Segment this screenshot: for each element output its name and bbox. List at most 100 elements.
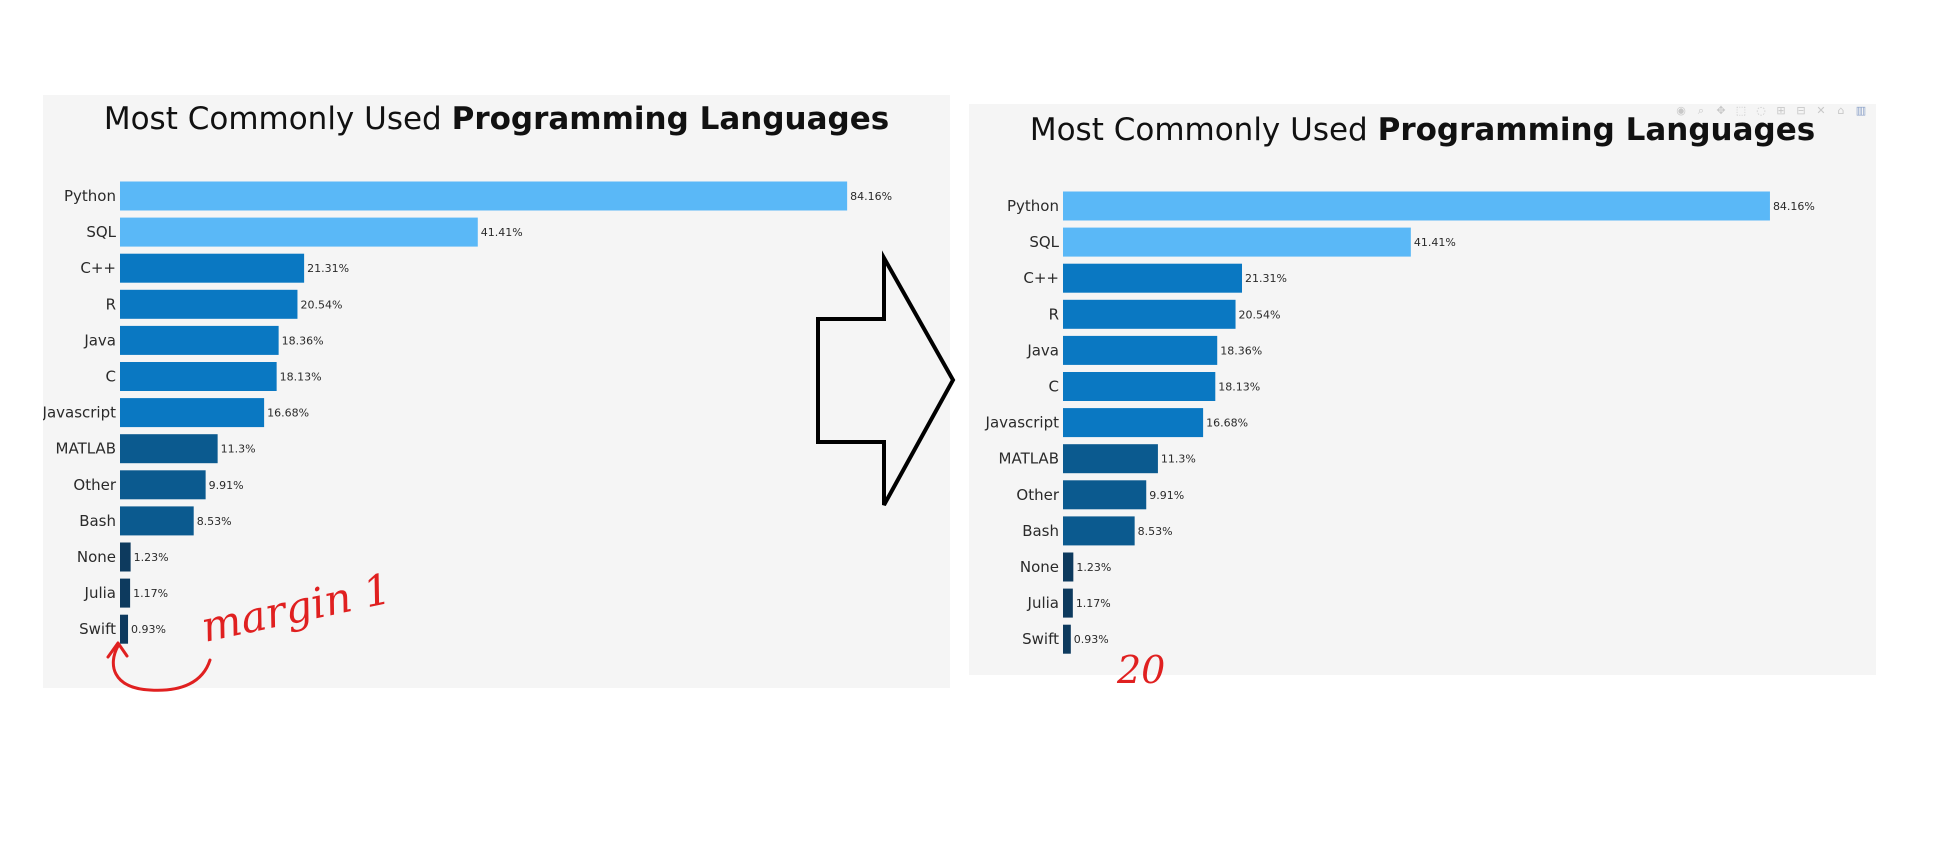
annotation-20-text: 20 xyxy=(1116,648,1165,692)
bar-value-label: 84.16% xyxy=(1773,200,1815,213)
y-tick-label: SQL xyxy=(1029,233,1059,251)
y-tick-label: Java xyxy=(1026,341,1059,359)
y-tick-label: C xyxy=(1049,378,1059,396)
bar-value-label: 9.91% xyxy=(1149,489,1184,502)
modebar: ◉ ⌕ ✥ ⬚ ◌ ⊞ ⊟ ✕ ⌂ ▥ xyxy=(1674,104,1868,118)
y-tick-label: Bash xyxy=(1022,522,1059,540)
y-tick-label: SQL xyxy=(86,223,116,241)
bar-cplus[interactable] xyxy=(120,253,305,283)
zoom-in-icon[interactable]: ⊞ xyxy=(1776,104,1786,117)
y-tick-label: Julia xyxy=(1027,594,1059,612)
bar-none[interactable] xyxy=(120,542,131,572)
y-tick-label: R xyxy=(106,295,116,313)
bar-value-label: 11.3% xyxy=(221,443,256,456)
bar-value-label: 16.68% xyxy=(1206,417,1248,430)
bar-value-label: 21.31% xyxy=(307,262,349,275)
bar-value-label: 18.36% xyxy=(1220,344,1262,357)
bar-bash[interactable] xyxy=(120,506,194,536)
y-tick-label: C++ xyxy=(1023,269,1059,287)
y-tick-label: Other xyxy=(1016,486,1059,504)
autoscale-icon[interactable]: ✕ xyxy=(1816,104,1826,117)
lasso-icon[interactable]: ◌ xyxy=(1756,104,1766,117)
bar-value-label: 41.41% xyxy=(1414,236,1456,249)
bar-javascript[interactable] xyxy=(1063,408,1204,438)
plotly-logo-icon[interactable]: ▥ xyxy=(1855,104,1867,117)
bar-java[interactable] xyxy=(1063,335,1218,365)
bar-r[interactable] xyxy=(1063,299,1236,329)
bar-javascript[interactable] xyxy=(120,398,265,428)
bar-matlab[interactable] xyxy=(1063,444,1158,474)
bar-value-label: 84.16% xyxy=(850,190,892,203)
bar-value-label: 8.53% xyxy=(197,515,232,528)
bar-none[interactable] xyxy=(1063,552,1074,582)
annotation-margin-text: margin 1 xyxy=(197,564,395,652)
bar-bash[interactable] xyxy=(1063,516,1135,546)
bar-python[interactable] xyxy=(120,181,848,211)
pan-icon[interactable]: ✥ xyxy=(1716,104,1726,117)
select-icon[interactable]: ⬚ xyxy=(1735,104,1747,117)
bar-cplus[interactable] xyxy=(1063,263,1243,293)
home-icon[interactable]: ⌂ xyxy=(1837,104,1845,117)
bar-value-label: 1.23% xyxy=(1076,561,1111,574)
bar-value-label: 1.17% xyxy=(1076,597,1111,610)
bar-sql[interactable] xyxy=(1063,227,1411,257)
camera-icon[interactable]: ◉ xyxy=(1676,104,1686,117)
bar-value-label: 9.91% xyxy=(209,479,244,492)
bar-value-label: 0.93% xyxy=(1074,633,1109,646)
y-tick-label: Julia xyxy=(84,584,116,602)
y-tick-label: Swift xyxy=(79,620,116,638)
bar-swift[interactable] xyxy=(1063,624,1071,654)
bar-value-label: 41.41% xyxy=(481,226,523,239)
bar-python[interactable] xyxy=(1063,191,1770,221)
bar-chart-left: Python 84.16% SQL 41.41% C++ 21.31% R 20.54% Jav… xyxy=(43,181,892,644)
bar-c[interactable] xyxy=(120,362,277,391)
bar-value-label: 1.17% xyxy=(133,587,168,600)
bar-swift[interactable] xyxy=(120,614,129,644)
y-tick-label: Swift xyxy=(1022,630,1059,648)
bar-chart-right: Python 84.16% SQL 41.41% C++ 21.31% R 20.54% Jav… xyxy=(985,191,1815,654)
y-tick-label: Javascript xyxy=(43,404,116,422)
bar-value-label: 18.36% xyxy=(282,334,324,347)
bar-sql[interactable] xyxy=(120,217,478,247)
margin-arrowhead-icon xyxy=(106,641,129,659)
y-tick-label: Javascript xyxy=(985,414,1060,432)
bar-other[interactable] xyxy=(120,470,206,500)
bar-value-label: 11.3% xyxy=(1161,453,1196,466)
y-tick-label: None xyxy=(77,548,116,566)
bar-value-label: 21.31% xyxy=(1245,272,1287,285)
chart-title-right: Most Commonly Used Programming Languages xyxy=(1029,112,1816,148)
bar-value-label: 20.54% xyxy=(1239,308,1281,321)
chart-panel-left: Most Commonly Used Programming Languages… xyxy=(43,95,950,688)
y-tick-label: Other xyxy=(73,476,116,494)
bar-r[interactable] xyxy=(120,289,298,319)
y-tick-label: Java xyxy=(83,331,116,349)
y-tick-label: Bash xyxy=(79,512,116,530)
bar-value-label: 8.53% xyxy=(1138,525,1173,538)
zoom-icon[interactable]: ⌕ xyxy=(1697,104,1705,117)
bar-value-label: 20.54% xyxy=(300,298,342,311)
bar-matlab[interactable] xyxy=(120,434,218,464)
y-tick-label: Python xyxy=(1007,197,1059,215)
bar-c[interactable] xyxy=(1063,372,1216,401)
bar-value-label: 0.93% xyxy=(131,623,166,636)
y-tick-label: MATLAB xyxy=(999,450,1059,468)
y-tick-label: C xyxy=(106,368,116,386)
chart-panel-right: ◉ ⌕ ✥ ⬚ ◌ ⊞ ⊟ ✕ ⌂ ▥ Most Commonly Used P… xyxy=(969,104,1876,675)
chart-title-left: Most Commonly Used Programming Languages xyxy=(103,101,890,137)
y-tick-label: R xyxy=(1049,305,1059,323)
bar-value-label: 1.23% xyxy=(134,551,169,564)
bar-java[interactable] xyxy=(120,325,279,355)
y-tick-label: C++ xyxy=(80,259,116,277)
y-tick-label: None xyxy=(1020,558,1059,576)
bar-value-label: 18.13% xyxy=(1218,381,1260,394)
bar-julia[interactable] xyxy=(1063,588,1073,618)
bar-value-label: 16.68% xyxy=(267,407,309,420)
zoom-out-icon[interactable]: ⊟ xyxy=(1796,104,1806,117)
bar-other[interactable] xyxy=(1063,480,1147,510)
y-tick-label: Python xyxy=(64,187,116,205)
bar-value-label: 18.13% xyxy=(280,371,322,384)
y-tick-label: MATLAB xyxy=(56,440,116,458)
bar-julia[interactable] xyxy=(120,578,131,608)
